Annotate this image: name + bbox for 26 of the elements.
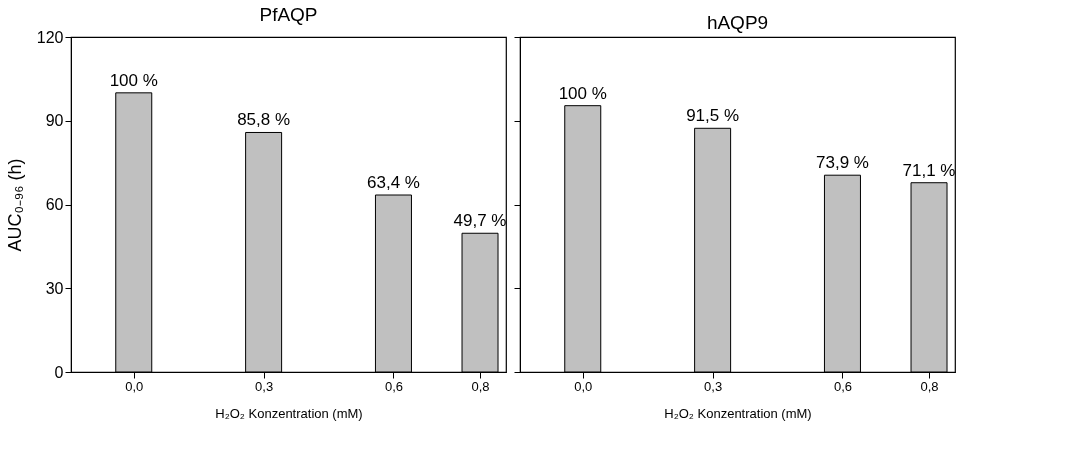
x-tick-label: 0,3 (255, 378, 274, 394)
y-tick-label: 90 (45, 112, 64, 130)
x-tick-label: 0,8 (471, 378, 490, 394)
chart-title: PfAQP (259, 4, 318, 25)
chart-title: hAQP9 (706, 11, 769, 33)
annotation: 71,1 % (902, 160, 956, 180)
x-tick-label: 0,6 (384, 378, 403, 394)
y-tick-label: 0 (54, 363, 64, 381)
x-tick-label: 0,0 (574, 378, 593, 394)
annotation: 91,5 % (686, 106, 740, 126)
x-tick-label: 0,0 (125, 378, 144, 394)
annotation: 100 % (558, 83, 607, 103)
annotation: 85,8 % (237, 110, 291, 130)
y-axis-title: AUC₀₋₉₆ (h) (4, 158, 25, 252)
y-tick-label: 120 (36, 28, 64, 46)
y-tick-label: 60 (45, 196, 64, 213)
x-axis-title: H₂O₂ Konzentration (mM) (215, 405, 363, 421)
annotation: 73,9 % (815, 153, 869, 173)
annotation: 63,4 % (366, 173, 420, 193)
x-tick-label: 0,8 (920, 378, 939, 394)
annotation: 100 % (109, 70, 158, 90)
x-axis-title: H₂O₂ Konzentration (mM) (664, 405, 812, 421)
y-tick-label: 30 (45, 279, 64, 297)
annotation: 49,7 % (453, 211, 507, 231)
x-tick-label: 0,3 (704, 378, 723, 394)
x-tick-label: 0,6 (833, 378, 852, 394)
